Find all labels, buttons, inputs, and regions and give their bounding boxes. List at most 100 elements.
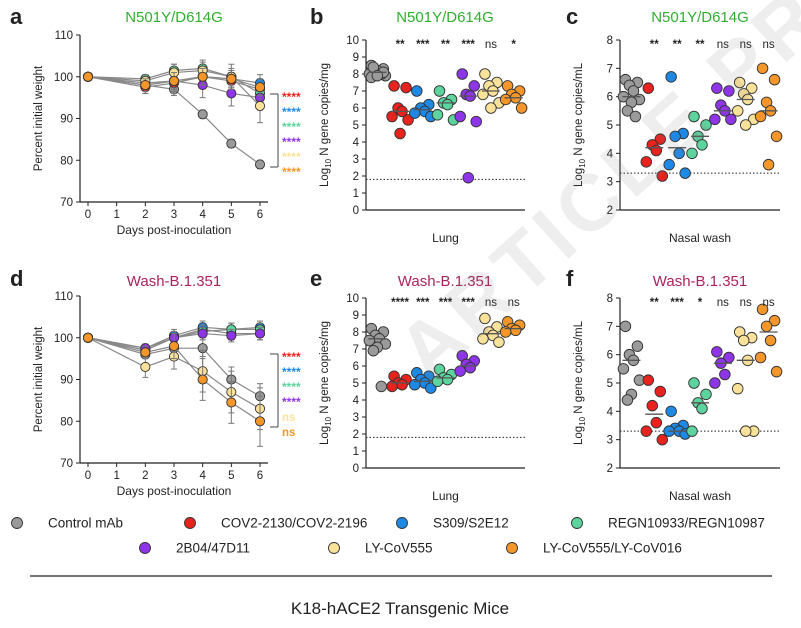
d-xtick-label: 6 xyxy=(257,470,263,482)
data-point-cov xyxy=(388,80,400,92)
significance-label: ns xyxy=(762,39,774,51)
b-ytick-label: 10 xyxy=(346,35,359,47)
data-point-ly555 xyxy=(737,334,750,347)
c-xlabel: Nasal wash xyxy=(669,231,731,245)
series-line-ly555 xyxy=(87,69,261,107)
data-point-lycombo xyxy=(762,158,775,171)
c-ytick-label: 4 xyxy=(607,148,614,160)
e-ytick-label: 7 xyxy=(353,344,359,356)
data-point-regn xyxy=(688,377,700,389)
significance-label: *** xyxy=(461,297,475,309)
data-point-cov xyxy=(642,374,655,386)
data-point-lycombo xyxy=(140,80,151,91)
d-xtick-label: 4 xyxy=(199,470,206,482)
b-ylabel: Log10 N gene copies/mg xyxy=(319,63,333,187)
panel-e: 0 1 2 3 4 5 6 7 8 9 10 Log10 N gene copies/mg Lung **… xyxy=(319,293,526,503)
data-point-b2 xyxy=(711,82,723,94)
data-point-b2 xyxy=(254,328,266,339)
data-point-control xyxy=(197,109,208,120)
data-point-lycombo xyxy=(197,374,208,385)
data-point-cov xyxy=(656,433,669,446)
panel-c: 2 3 4 5 6 7 8 Log10 N gene copies/mL Nasal wash *… xyxy=(573,35,783,245)
data-point-regn xyxy=(686,425,698,437)
data-point-s309 xyxy=(409,107,421,119)
data-point-ly555 xyxy=(254,100,266,112)
d-xtick-label: 1 xyxy=(113,470,119,482)
a-xtick-label: 2 xyxy=(142,209,148,221)
d-ytick-label: 110 xyxy=(55,291,73,303)
data-point-b2 xyxy=(226,330,237,341)
data-point-cov xyxy=(394,127,406,140)
significance-label: ** xyxy=(441,39,450,51)
data-point-control xyxy=(226,138,237,149)
b-xlabel: Lung xyxy=(432,231,459,245)
panel-letter-c: c xyxy=(566,4,578,29)
significance-label: **** xyxy=(282,395,301,409)
d-ytick-label: 80 xyxy=(60,416,73,428)
significance-label: ns xyxy=(282,412,295,424)
data-point-b2 xyxy=(719,368,731,381)
f-xlabel: Nasal wash xyxy=(669,489,731,503)
data-point-cov xyxy=(654,385,667,398)
panel-letter-f: f xyxy=(566,266,574,291)
series-line-control xyxy=(87,337,261,397)
e-ytick-label: 2 xyxy=(353,429,359,441)
data-point-control xyxy=(631,340,644,352)
data-point-regn xyxy=(431,375,444,388)
data-point-b2 xyxy=(468,80,480,92)
data-point-s309 xyxy=(665,71,677,83)
data-point-b2 xyxy=(464,361,476,374)
f-ytick-label: 7 xyxy=(607,321,613,333)
data-point-lycombo xyxy=(254,82,266,93)
data-point-regn xyxy=(696,139,708,151)
significance-label: ** xyxy=(396,39,405,51)
c-ytick-label: 3 xyxy=(607,177,613,189)
legend-marker-ly555 xyxy=(328,542,340,554)
data-point-regn xyxy=(700,388,712,401)
data-point-lycombo xyxy=(499,326,512,338)
c-ytick-label: 5 xyxy=(607,120,613,132)
data-point-ly555 xyxy=(477,88,489,101)
c-ytick-label: 7 xyxy=(607,63,613,75)
e-ytick-label: 8 xyxy=(353,327,359,339)
legend-marker-regn xyxy=(571,517,583,529)
data-point-s309 xyxy=(425,382,437,394)
data-point-regn xyxy=(441,98,454,111)
significance-label: **** xyxy=(282,380,301,394)
data-point-lycombo xyxy=(770,130,783,143)
legend-label-ly555: LY-CoV555 xyxy=(365,541,433,556)
data-point-control xyxy=(621,394,634,406)
data-point-ly555 xyxy=(739,119,752,131)
e-ytick-label: 3 xyxy=(353,412,359,424)
significance-label: ** xyxy=(650,297,659,309)
data-point-regn xyxy=(433,85,446,97)
b-ytick-label: 2 xyxy=(353,171,359,183)
legend-marker-lycombo xyxy=(506,542,518,554)
significance-label: **** xyxy=(282,120,301,134)
data-point-cov xyxy=(654,133,667,145)
significance-label: ns xyxy=(762,297,774,309)
legend-label-control: Control mAb xyxy=(48,516,123,531)
b-ytick-label: 1 xyxy=(353,188,359,200)
data-point-s309 xyxy=(409,378,421,391)
data-point-control xyxy=(367,344,380,357)
a-ylabel: Percent initial weight xyxy=(33,65,45,171)
d-ytick-label: 90 xyxy=(60,375,73,387)
data-point-lycombo xyxy=(168,341,180,352)
significance-label: **** xyxy=(391,297,409,309)
significance-label: **** xyxy=(282,350,301,364)
panel-letter-d: d xyxy=(10,266,23,291)
significance-label: **** xyxy=(282,90,301,104)
panel-d: 70 80 90 100 110 Percent initial weight Days p… xyxy=(33,291,301,498)
a-ytick-label: 70 xyxy=(60,197,73,209)
panel-letter-a: a xyxy=(10,4,23,29)
legend-marker-b2 xyxy=(139,542,151,554)
f-ytick-label: 4 xyxy=(607,406,614,418)
significance-label: ** xyxy=(696,39,705,51)
data-point-b2 xyxy=(197,328,208,339)
a-xtick-label: 6 xyxy=(257,209,263,221)
data-point-cov xyxy=(656,170,669,182)
e-ytick-label: 5 xyxy=(353,378,359,390)
e-ytick-label: 1 xyxy=(353,446,359,458)
